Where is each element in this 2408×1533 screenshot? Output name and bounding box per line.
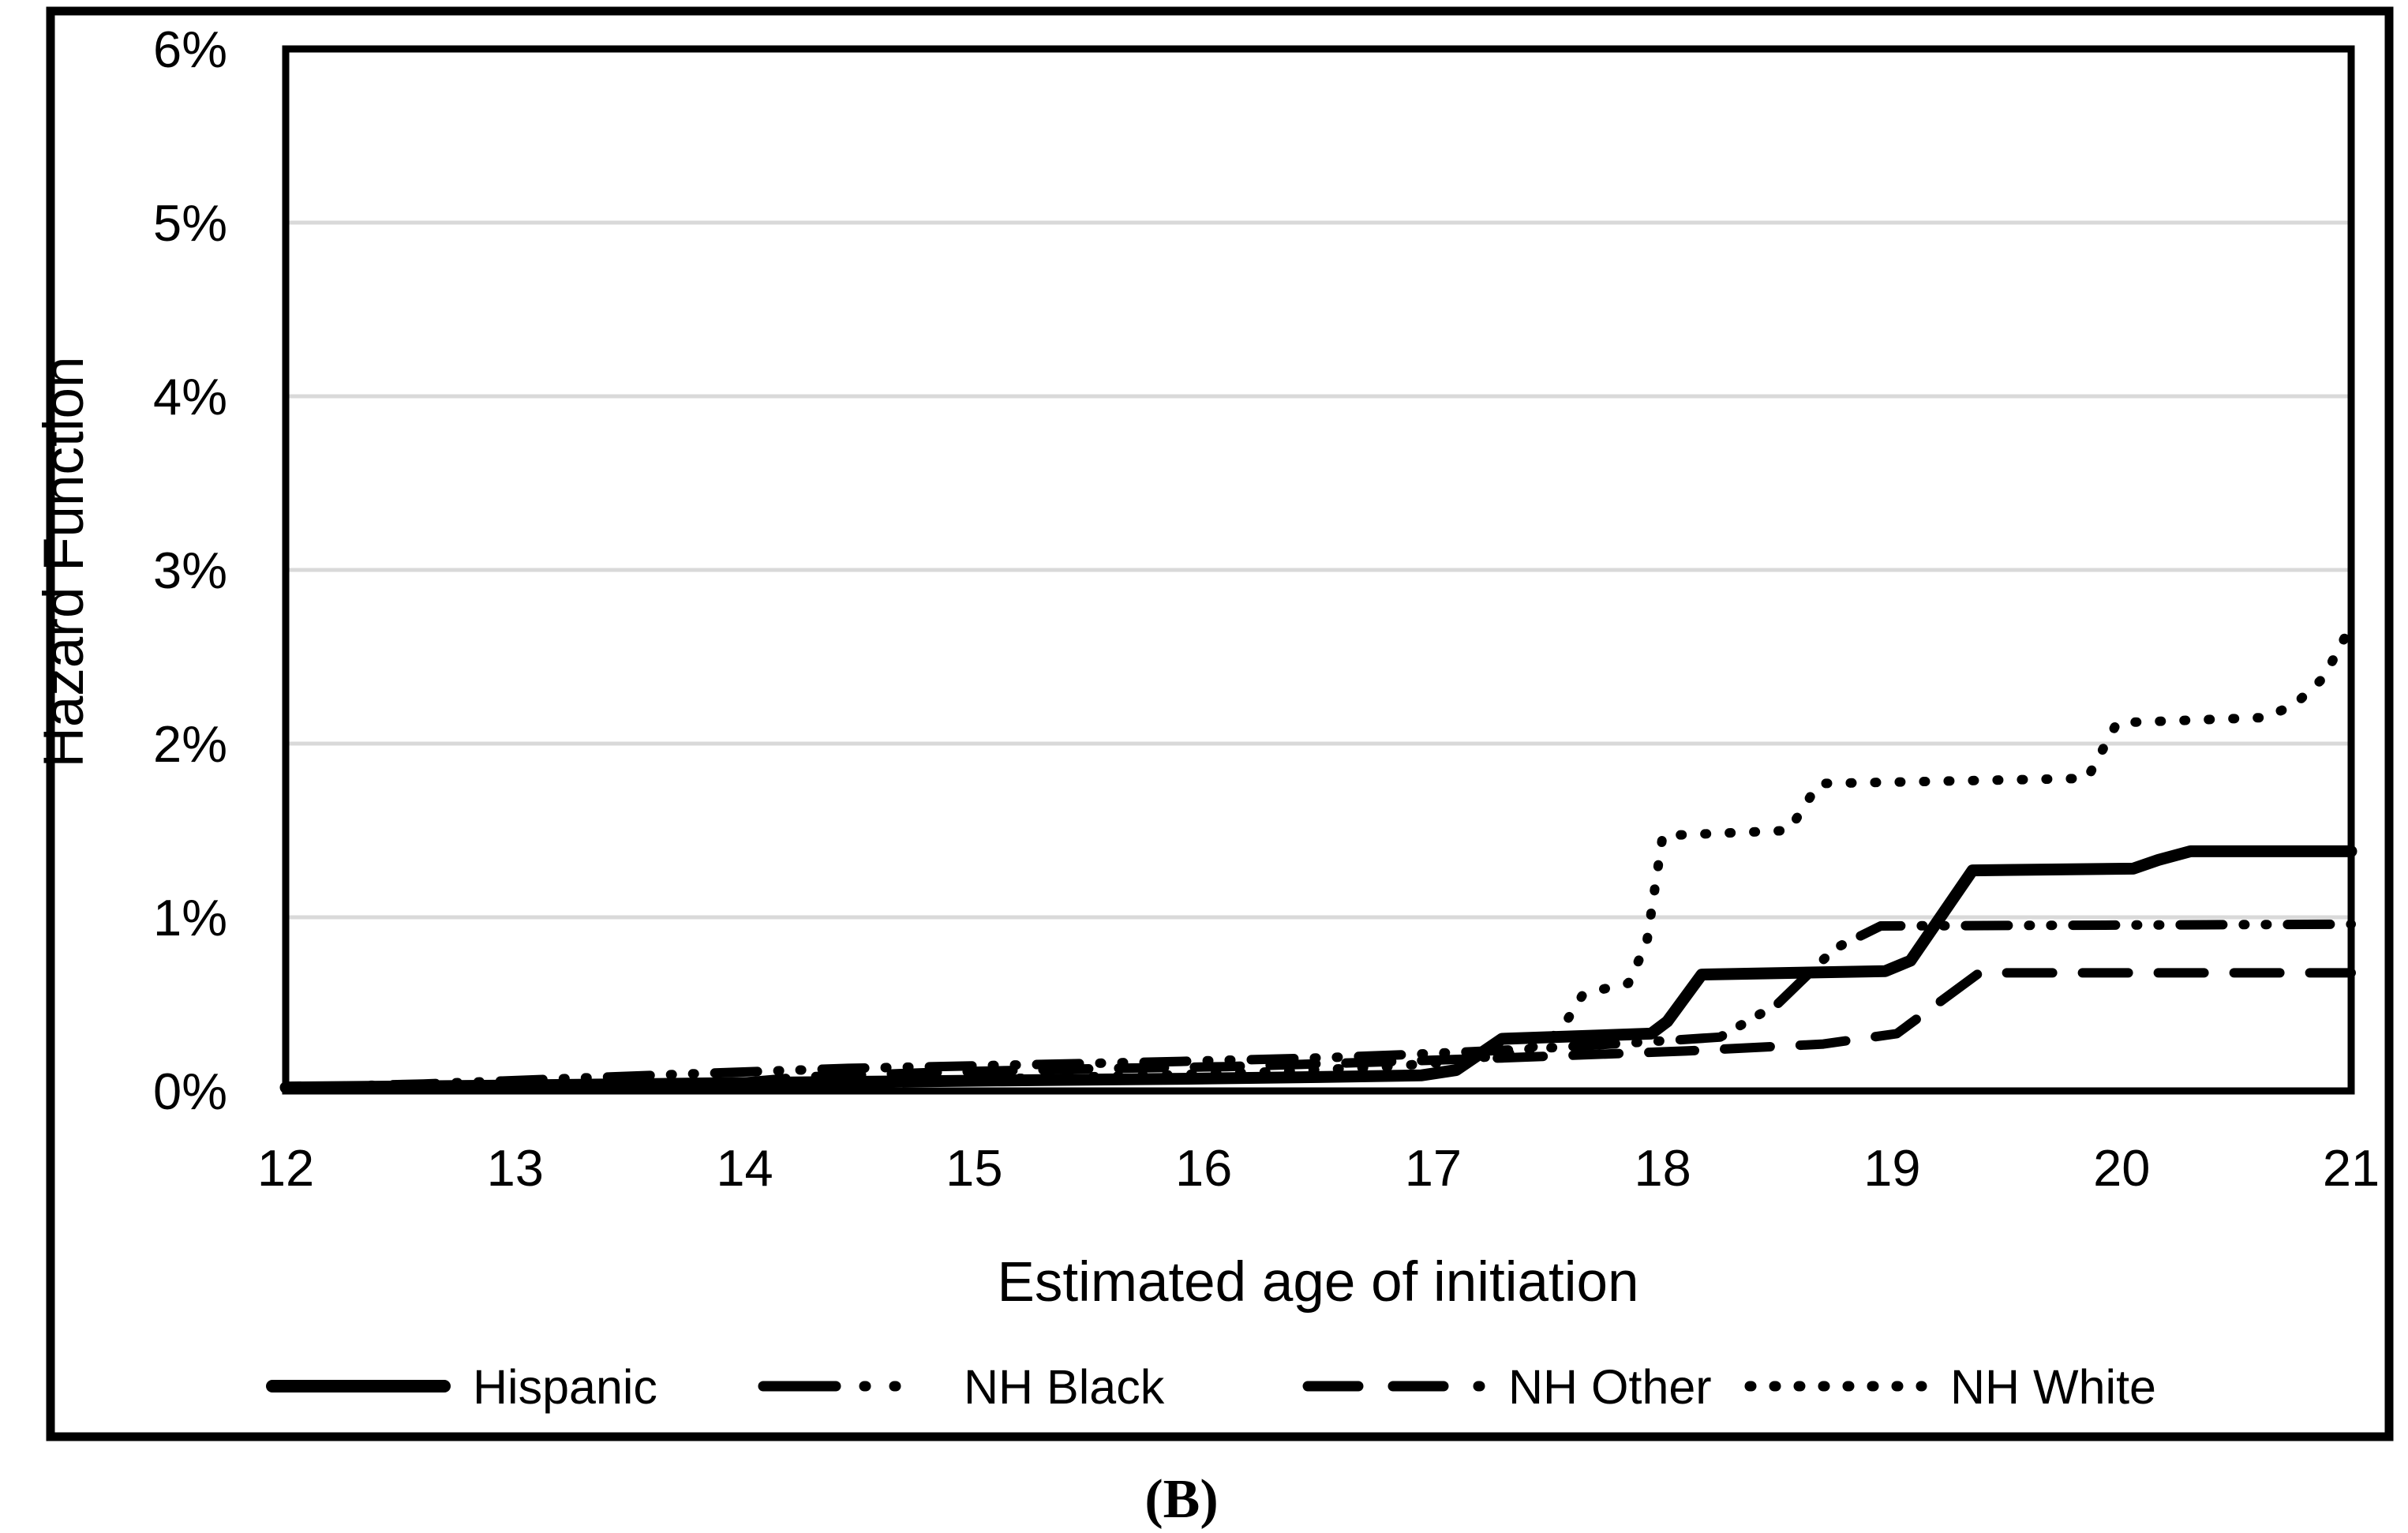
x-axis-tick-label: 13	[487, 1139, 544, 1197]
legend-item: NH Black	[758, 1360, 1165, 1414]
legend-label: NH White	[1950, 1360, 2156, 1414]
y-axis-tick-label: 2%	[153, 715, 227, 773]
gridlines	[286, 220, 2351, 920]
y-axis-tick-label: 1%	[153, 889, 227, 946]
series-line-nh-white	[281, 620, 2356, 1094]
y-axis-tick-label: 5%	[153, 194, 227, 252]
x-axis-tick-label: 17	[1405, 1139, 1462, 1197]
x-tick-labels: 12 13 14 15 16 17 18 19 20 21	[257, 1139, 2380, 1197]
legend-item: Hispanic	[266, 1360, 657, 1414]
x-axis-tick-label: 14	[716, 1139, 773, 1197]
legend-label: NH Other	[1508, 1360, 1712, 1414]
panel-label: (B)	[1144, 1469, 1218, 1530]
figure-border	[46, 6, 2394, 1441]
x-axis-tick-label: 19	[1863, 1139, 1920, 1197]
series-line-nh-other	[281, 968, 2356, 1094]
y-axis-tick-label: 3%	[153, 542, 227, 599]
legend-item: NH Other	[1302, 1360, 1712, 1414]
x-axis-tick-label: 15	[946, 1139, 1002, 1197]
series-line-nh-black	[281, 919, 2356, 1093]
x-axis-tick-label: 20	[2093, 1139, 2150, 1197]
y-axis-tick-label: 6%	[153, 21, 227, 78]
y-axis-title: Hazard Function	[33, 357, 95, 768]
legend-label: NH Black	[964, 1360, 1165, 1414]
y-axis-tick-label: 0%	[153, 1063, 227, 1120]
x-axis-tick-label: 21	[2323, 1139, 2380, 1197]
legend-label: Hispanic	[473, 1360, 657, 1414]
plot-frame	[282, 45, 2355, 1095]
y-axis-tick-label: 4%	[153, 368, 227, 425]
y-tick-labels: 0% 1% 2% 3% 4% 5% 6%	[153, 21, 227, 1120]
x-axis-tick-label: 18	[1635, 1139, 1691, 1197]
x-axis-tick-label: 12	[257, 1139, 314, 1197]
legend-item: NH White	[1744, 1360, 2156, 1414]
x-axis-title: Estimated age of initiation	[997, 1251, 1638, 1314]
legend: Hispanic NH Black NH Other NH White	[266, 1360, 2156, 1414]
series-lines	[279, 620, 2357, 1094]
x-axis-tick-label: 16	[1175, 1139, 1232, 1197]
